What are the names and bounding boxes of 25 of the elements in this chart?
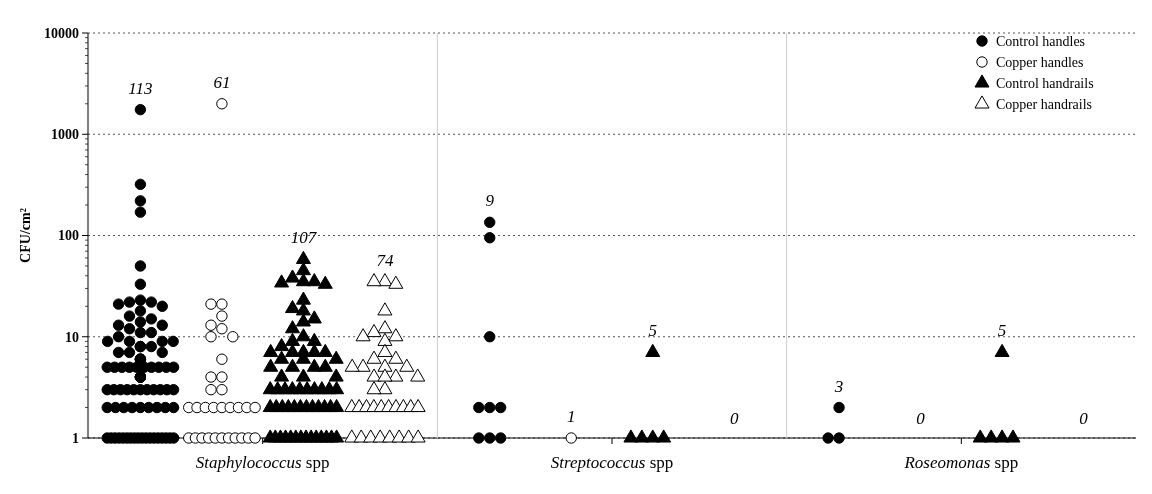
annotation: 9 xyxy=(485,191,495,211)
y-tick-label: 1 xyxy=(72,430,79,446)
x-tick-label: Streptococcus spp xyxy=(550,453,674,472)
annotation: 61 xyxy=(213,72,231,92)
annotation: 5 xyxy=(648,321,658,341)
annotation: 0 xyxy=(916,409,926,428)
legend-label: Copper handrails xyxy=(996,96,1093,112)
x-tick-label: Roseomonas spp xyxy=(903,453,1019,472)
annotation: 1 xyxy=(566,407,576,426)
y-axis-title: CFU/cm² xyxy=(18,208,33,263)
y-tick-label: 10 xyxy=(65,329,79,345)
legend-label: Control handles xyxy=(996,33,1086,49)
legend-label: Control handrails xyxy=(996,75,1094,91)
annotation: 3 xyxy=(833,376,844,396)
y-tick-label: 100 xyxy=(58,228,79,244)
x-tick-label: Staphylococcus spp xyxy=(195,453,330,472)
legend-label: Copper handles xyxy=(996,54,1084,70)
annotation: 74 xyxy=(376,250,394,270)
annotation: 107 xyxy=(290,228,318,248)
annotation: 5 xyxy=(997,321,1007,341)
y-tick-label: 1000 xyxy=(51,127,79,143)
annotation: 113 xyxy=(128,78,153,98)
annotation: 0 xyxy=(730,409,740,428)
y-tick-label: 10000 xyxy=(44,25,79,41)
annotation: 0 xyxy=(1079,409,1089,428)
